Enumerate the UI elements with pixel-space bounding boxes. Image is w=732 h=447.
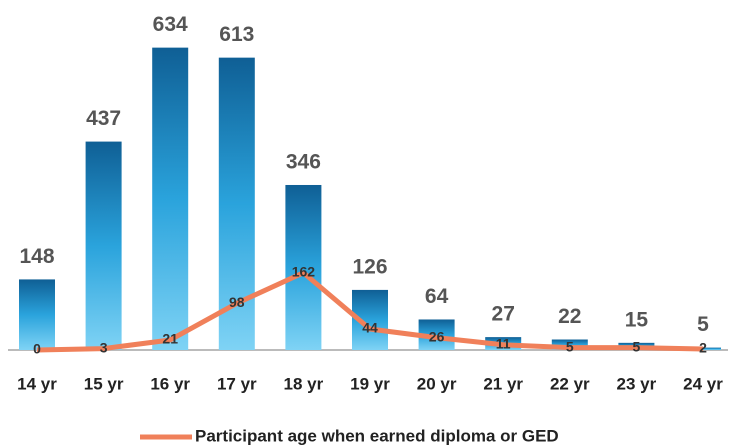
x-tick-label: 19 yr: [350, 374, 390, 393]
line-value-label: 162: [292, 263, 316, 279]
x-tick-label: 16 yr: [150, 374, 190, 393]
line-value-label: 0: [33, 341, 41, 357]
bar-value-label: 437: [86, 107, 121, 130]
line-value-label: 5: [566, 338, 574, 354]
bar-value-label: 126: [352, 255, 387, 278]
x-tick-label: 23 yr: [617, 374, 657, 393]
x-tick-label: 21 yr: [483, 374, 523, 393]
line-value-label: 98: [229, 294, 245, 310]
bar-value-label: 15: [625, 308, 649, 331]
line-value-label: 44: [362, 320, 378, 336]
line-value-label: 21: [162, 331, 178, 347]
bar-value-label: 634: [153, 13, 188, 36]
bar-value-label: 346: [286, 151, 321, 174]
legend-label: Participant age when earned diploma or G…: [195, 426, 559, 445]
bar: [152, 47, 189, 350]
x-tick-label: 24 yr: [683, 374, 723, 393]
bar: [551, 339, 588, 350]
x-tick-label: 22 yr: [550, 374, 590, 393]
bar: [19, 279, 55, 350]
bar-value-label: 22: [558, 305, 581, 328]
x-tick-label: 17 yr: [217, 374, 257, 393]
bar-value-label: 5: [697, 313, 709, 336]
line-value-label: 3: [100, 339, 108, 355]
bar-value-label: 613: [219, 23, 254, 46]
line: [36, 270, 704, 353]
x-tick-label: 20 yr: [417, 374, 457, 393]
bar-value-label: 64: [425, 285, 449, 308]
bar-value-label: 148: [19, 245, 54, 268]
line-value-label: 5: [633, 338, 641, 354]
x-tick-label: 14 yr: [17, 374, 57, 393]
line-value-label: 11: [496, 335, 511, 351]
bar: [85, 141, 122, 350]
bar: [285, 184, 322, 350]
x-tick-label: 15 yr: [84, 374, 124, 393]
line-value-label: 26: [429, 328, 445, 344]
bar-value-label: 27: [492, 303, 515, 326]
x-tick-label: 18 yr: [284, 374, 324, 393]
line-value-label: 2: [699, 340, 707, 356]
